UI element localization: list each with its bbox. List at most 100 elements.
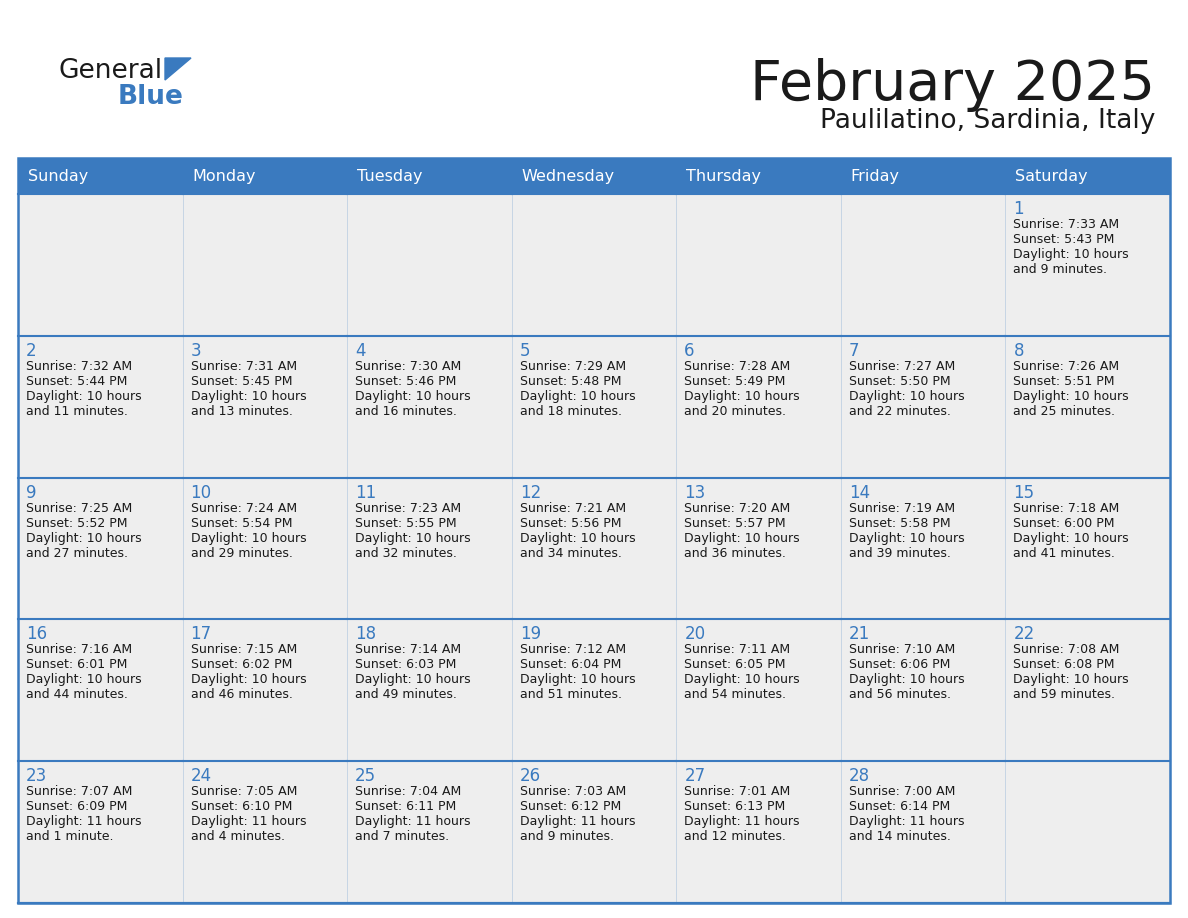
Text: Sunset: 5:45 PM: Sunset: 5:45 PM — [190, 375, 292, 387]
Text: 5: 5 — [519, 341, 530, 360]
Text: and 7 minutes.: and 7 minutes. — [355, 830, 449, 844]
Text: Sunset: 6:10 PM: Sunset: 6:10 PM — [190, 800, 292, 813]
Text: Daylight: 11 hours: Daylight: 11 hours — [519, 815, 636, 828]
Text: 16: 16 — [26, 625, 48, 644]
Text: and 9 minutes.: and 9 minutes. — [519, 830, 614, 844]
Bar — [1005, 620, 1170, 761]
Text: 22: 22 — [1013, 625, 1035, 644]
Text: Daylight: 10 hours: Daylight: 10 hours — [190, 674, 307, 687]
Text: and 59 minutes.: and 59 minutes. — [1013, 688, 1116, 701]
Text: Sunrise: 7:25 AM: Sunrise: 7:25 AM — [26, 501, 132, 515]
Text: and 20 minutes.: and 20 minutes. — [684, 405, 786, 418]
Text: and 51 minutes.: and 51 minutes. — [519, 688, 621, 701]
Text: Daylight: 11 hours: Daylight: 11 hours — [684, 815, 800, 828]
Text: 15: 15 — [1013, 484, 1035, 501]
Text: Sunrise: 7:16 AM: Sunrise: 7:16 AM — [26, 644, 132, 656]
Bar — [347, 761, 512, 903]
Text: Sunset: 5:54 PM: Sunset: 5:54 PM — [190, 517, 292, 530]
Text: Daylight: 10 hours: Daylight: 10 hours — [26, 674, 141, 687]
Text: Blue: Blue — [118, 84, 184, 110]
Text: Sunset: 5:55 PM: Sunset: 5:55 PM — [355, 517, 456, 530]
Text: Daylight: 10 hours: Daylight: 10 hours — [684, 674, 800, 687]
Text: and 22 minutes.: and 22 minutes. — [849, 405, 950, 418]
Text: Sunrise: 7:08 AM: Sunrise: 7:08 AM — [1013, 644, 1120, 656]
Text: and 14 minutes.: and 14 minutes. — [849, 830, 950, 844]
Bar — [183, 761, 347, 903]
Text: Paulilatino, Sardinia, Italy: Paulilatino, Sardinia, Italy — [820, 108, 1155, 134]
Bar — [18, 620, 183, 761]
Text: Tuesday: Tuesday — [358, 169, 423, 184]
Text: and 11 minutes.: and 11 minutes. — [26, 405, 128, 418]
Text: Daylight: 10 hours: Daylight: 10 hours — [190, 390, 307, 403]
Text: Sunrise: 7:03 AM: Sunrise: 7:03 AM — [519, 785, 626, 798]
Text: Sunset: 5:50 PM: Sunset: 5:50 PM — [849, 375, 950, 387]
Text: and 41 minutes.: and 41 minutes. — [1013, 546, 1116, 560]
Text: and 12 minutes.: and 12 minutes. — [684, 830, 786, 844]
Text: Sunrise: 7:26 AM: Sunrise: 7:26 AM — [1013, 360, 1119, 373]
Text: 2: 2 — [26, 341, 37, 360]
Bar — [676, 194, 841, 336]
Text: Sunday: Sunday — [29, 169, 88, 184]
Bar — [676, 336, 841, 477]
Bar — [841, 477, 1005, 620]
Text: 9: 9 — [26, 484, 37, 501]
Text: 20: 20 — [684, 625, 706, 644]
Text: and 16 minutes.: and 16 minutes. — [355, 405, 457, 418]
Text: 11: 11 — [355, 484, 377, 501]
Text: Daylight: 10 hours: Daylight: 10 hours — [849, 674, 965, 687]
Text: Daylight: 10 hours: Daylight: 10 hours — [1013, 532, 1129, 544]
Bar — [512, 194, 676, 336]
Text: 14: 14 — [849, 484, 870, 501]
Bar — [676, 158, 841, 194]
Bar — [347, 477, 512, 620]
Text: 18: 18 — [355, 625, 377, 644]
Text: and 4 minutes.: and 4 minutes. — [190, 830, 285, 844]
Bar — [347, 158, 512, 194]
Polygon shape — [165, 58, 191, 80]
Bar — [183, 336, 347, 477]
Bar — [183, 620, 347, 761]
Text: and 9 minutes.: and 9 minutes. — [1013, 263, 1107, 276]
Text: Friday: Friday — [851, 169, 899, 184]
Text: General: General — [58, 58, 162, 84]
Text: Sunset: 6:00 PM: Sunset: 6:00 PM — [1013, 517, 1114, 530]
Text: 23: 23 — [26, 767, 48, 785]
Text: Sunrise: 7:23 AM: Sunrise: 7:23 AM — [355, 501, 461, 515]
Bar — [1005, 477, 1170, 620]
Bar — [18, 761, 183, 903]
Bar — [18, 158, 1170, 903]
Text: Daylight: 10 hours: Daylight: 10 hours — [849, 532, 965, 544]
Bar — [183, 158, 347, 194]
Bar — [183, 194, 347, 336]
Text: Daylight: 10 hours: Daylight: 10 hours — [355, 390, 470, 403]
Text: 12: 12 — [519, 484, 541, 501]
Text: and 13 minutes.: and 13 minutes. — [190, 405, 292, 418]
Text: 10: 10 — [190, 484, 211, 501]
Text: Sunset: 5:51 PM: Sunset: 5:51 PM — [1013, 375, 1114, 387]
Text: Sunrise: 7:32 AM: Sunrise: 7:32 AM — [26, 360, 132, 373]
Text: Sunset: 5:49 PM: Sunset: 5:49 PM — [684, 375, 785, 387]
Text: Sunrise: 7:01 AM: Sunrise: 7:01 AM — [684, 785, 790, 798]
Text: and 56 minutes.: and 56 minutes. — [849, 688, 950, 701]
Text: Sunrise: 7:27 AM: Sunrise: 7:27 AM — [849, 360, 955, 373]
Text: Sunrise: 7:31 AM: Sunrise: 7:31 AM — [190, 360, 297, 373]
Bar — [676, 761, 841, 903]
Text: Sunrise: 7:14 AM: Sunrise: 7:14 AM — [355, 644, 461, 656]
Bar — [18, 194, 183, 336]
Text: Sunrise: 7:24 AM: Sunrise: 7:24 AM — [190, 501, 297, 515]
Bar — [512, 620, 676, 761]
Bar — [512, 158, 676, 194]
Text: Sunrise: 7:12 AM: Sunrise: 7:12 AM — [519, 644, 626, 656]
Bar — [18, 158, 183, 194]
Text: Daylight: 11 hours: Daylight: 11 hours — [190, 815, 307, 828]
Bar — [1005, 761, 1170, 903]
Text: Daylight: 10 hours: Daylight: 10 hours — [684, 532, 800, 544]
Text: Sunrise: 7:18 AM: Sunrise: 7:18 AM — [1013, 501, 1119, 515]
Text: Daylight: 10 hours: Daylight: 10 hours — [519, 532, 636, 544]
Bar — [1005, 158, 1170, 194]
Text: Sunset: 6:09 PM: Sunset: 6:09 PM — [26, 800, 127, 813]
Text: Saturday: Saturday — [1016, 169, 1088, 184]
Text: Daylight: 11 hours: Daylight: 11 hours — [355, 815, 470, 828]
Text: Daylight: 11 hours: Daylight: 11 hours — [849, 815, 965, 828]
Text: Sunrise: 7:00 AM: Sunrise: 7:00 AM — [849, 785, 955, 798]
